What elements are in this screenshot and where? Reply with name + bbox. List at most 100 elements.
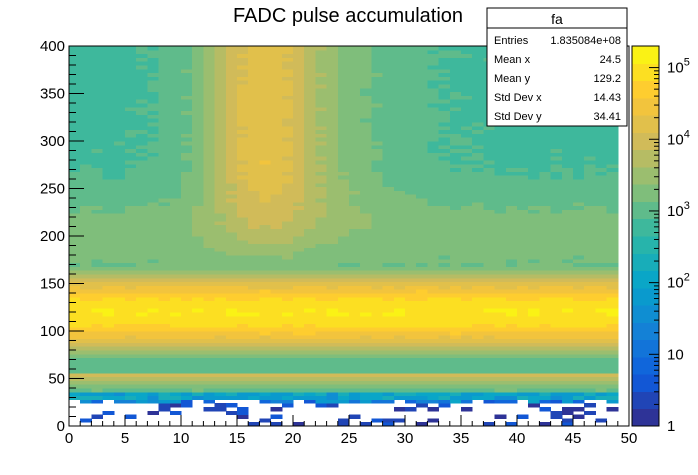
heatmap-cell	[125, 277, 137, 283]
heatmap-cell	[304, 217, 316, 222]
heatmap-cell	[102, 133, 115, 138]
heatmap-cell	[550, 281, 563, 286]
heatmap-cell	[449, 239, 462, 245]
heatmap-cell	[214, 334, 227, 340]
heatmap-cell	[259, 103, 272, 108]
heatmap-cell	[293, 289, 305, 294]
heatmap-cell	[472, 236, 484, 241]
heatmap-cell	[248, 171, 260, 176]
heatmap-cell	[259, 53, 272, 58]
heatmap-cell	[259, 262, 272, 267]
heatmap-cell	[281, 319, 294, 324]
heatmap-cell	[192, 281, 204, 286]
heatmap-cell	[606, 296, 619, 302]
heatmap-cell	[584, 217, 596, 222]
heatmap-cell	[225, 220, 238, 226]
heatmap-cell	[326, 338, 339, 343]
heatmap-cell	[214, 87, 227, 93]
heatmap-cell	[158, 224, 171, 229]
heatmap-cell	[102, 220, 115, 226]
heatmap-cell	[584, 289, 596, 294]
heatmap-cell	[192, 236, 204, 241]
heatmap-cell	[181, 133, 193, 138]
heatmap-cell	[461, 243, 473, 248]
heatmap-cell	[147, 209, 160, 214]
heatmap-cell	[293, 422, 305, 427]
heatmap-cell	[427, 327, 440, 332]
heatmap-cell	[169, 251, 182, 256]
heatmap-cell	[293, 277, 305, 283]
heatmap-cell	[573, 175, 585, 180]
heatmap-cell	[405, 209, 417, 214]
heatmap-cell	[136, 384, 148, 389]
heatmap-cell	[595, 285, 608, 290]
heatmap-cell	[461, 346, 473, 351]
heatmap-cell	[405, 388, 417, 393]
heatmap-cell	[248, 198, 260, 203]
heatmap-cell	[270, 99, 283, 104]
heatmap-cell	[181, 281, 193, 286]
heatmap-cell	[326, 160, 339, 165]
heatmap-cell	[248, 125, 260, 131]
heatmap-cell	[349, 342, 361, 347]
heatmap-cell	[595, 350, 608, 355]
heatmap-cell	[416, 262, 428, 267]
heatmap-cell	[438, 304, 451, 309]
heatmap-cell	[505, 144, 518, 150]
heatmap-cell	[539, 228, 552, 233]
heatmap-cell	[427, 281, 440, 286]
heatmap-cell	[561, 342, 574, 347]
heatmap-cell	[69, 122, 81, 127]
heatmap-cell	[382, 209, 395, 214]
heatmap-cell	[483, 171, 496, 176]
heatmap-cell	[561, 194, 574, 199]
heatmap-cell	[371, 391, 384, 397]
heatmap-cell	[337, 342, 350, 347]
stats-row-value: 1.835084e+08	[550, 35, 621, 47]
heatmap-cell	[158, 84, 171, 89]
heatmap-cell	[371, 167, 384, 172]
heatmap-cell	[136, 103, 148, 108]
heatmap-cell	[293, 353, 305, 359]
heatmap-cell	[427, 205, 440, 210]
heatmap-cell	[539, 342, 552, 347]
heatmap-cell	[281, 103, 294, 108]
heatmap-cell	[125, 304, 137, 309]
heatmap-cell	[371, 380, 384, 385]
heatmap-cell	[248, 281, 260, 286]
heatmap-cell	[561, 407, 574, 412]
heatmap-cell	[494, 277, 507, 283]
heatmap-cell	[461, 308, 473, 313]
heatmap-cell	[595, 293, 608, 298]
heatmap-cell	[158, 327, 171, 332]
heatmap-cell	[427, 171, 440, 176]
heatmap-cell	[181, 118, 193, 123]
heatmap-cell	[517, 182, 529, 188]
color-bar-step	[632, 236, 659, 254]
heatmap-cell	[169, 334, 182, 340]
heatmap-cell	[584, 224, 596, 229]
heatmap-cell	[405, 179, 417, 184]
heatmap-cell	[483, 289, 496, 294]
heatmap-cell	[136, 372, 148, 378]
heatmap-cell	[248, 365, 260, 370]
heatmap-cell	[405, 114, 417, 119]
heatmap-cell	[449, 87, 462, 93]
heatmap-cell	[315, 205, 328, 210]
heatmap-cell	[270, 76, 283, 81]
heatmap-cell	[181, 369, 193, 374]
heatmap-cell	[293, 350, 305, 355]
heatmap-cell	[214, 380, 227, 385]
heatmap-cell	[483, 258, 496, 264]
heatmap-cell	[281, 152, 294, 157]
heatmap-cell	[573, 163, 585, 169]
heatmap-cell	[550, 194, 563, 199]
heatmap-cell	[427, 384, 440, 389]
heatmap-cell	[125, 372, 137, 378]
heatmap-cell	[136, 312, 148, 317]
heatmap-cell	[371, 141, 384, 146]
heatmap-cell	[449, 171, 462, 176]
heatmap-cell	[472, 243, 484, 248]
heatmap-cell	[517, 414, 529, 419]
